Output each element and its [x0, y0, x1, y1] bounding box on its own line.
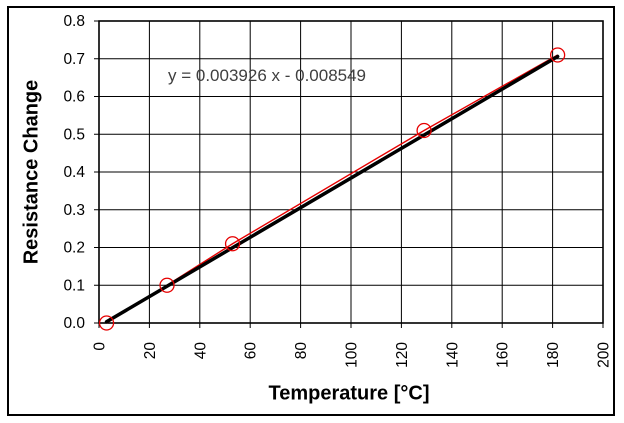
y-tick-label: 0.0: [63, 315, 85, 332]
data-point-marker: [224, 236, 241, 252]
y-tick-label: 0.1: [63, 277, 85, 294]
chart-border: [7, 6, 615, 416]
y-tick-label: 0.2: [63, 240, 85, 257]
x-tick-label: 0: [92, 342, 109, 351]
x-tick-label: 180: [545, 342, 562, 368]
y-tick-label: 0.7: [63, 51, 85, 68]
y-tick-label: 0.3: [63, 202, 85, 219]
data-point-marker: [98, 315, 115, 331]
x-tick-label: 160: [495, 342, 512, 368]
x-tick-label: 140: [444, 342, 461, 368]
y-tick-label: 0.5: [63, 126, 85, 143]
x-tick-label: 20: [142, 342, 159, 360]
y-axis-title: Resistance Change: [20, 79, 43, 265]
x-tick-label: 200: [596, 342, 613, 368]
x-axis-title: Temperature [°C]: [268, 382, 430, 405]
data-point-marker: [549, 47, 566, 63]
trendline-equation: y = 0.003926 x - 0.008549: [168, 66, 367, 85]
trend-line: [104, 54, 560, 324]
x-tick-label: 120: [394, 342, 411, 368]
y-tick-label: 0.4: [63, 164, 85, 181]
data-point-marker: [159, 277, 175, 293]
y-tick-label: 0.8: [63, 13, 85, 30]
x-tick-label: 100: [344, 342, 361, 368]
data-point-marker: [416, 122, 432, 139]
x-tick-label: 80: [293, 342, 310, 360]
y-tick-label: 0.6: [63, 89, 85, 106]
x-tick-label: 60: [243, 342, 260, 360]
x-tick-label: 40: [192, 342, 209, 360]
